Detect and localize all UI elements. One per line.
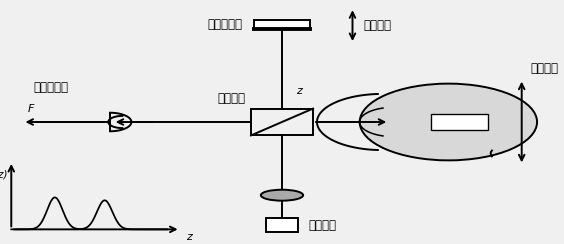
Text: 深度扫描: 深度扫描 <box>364 19 392 32</box>
Text: z: z <box>296 87 302 96</box>
Text: 平面反射镜: 平面反射镜 <box>208 18 243 31</box>
Text: 分光棱镜: 分光棱镜 <box>217 92 245 105</box>
Circle shape <box>360 84 537 160</box>
Ellipse shape <box>261 190 303 201</box>
Text: z: z <box>186 232 192 242</box>
Text: 光电探测器: 光电探测器 <box>34 81 69 94</box>
Text: 宽带光源: 宽带光源 <box>309 219 337 232</box>
Text: F: F <box>28 104 34 113</box>
Text: 横向扫描: 横向扫描 <box>530 62 558 75</box>
Text: 眼睛: 眼睛 <box>453 114 466 127</box>
Bar <box>254 20 310 29</box>
Bar <box>431 114 488 130</box>
Bar <box>267 218 298 232</box>
Text: F(z): F(z) <box>0 170 8 180</box>
Bar <box>251 109 313 135</box>
